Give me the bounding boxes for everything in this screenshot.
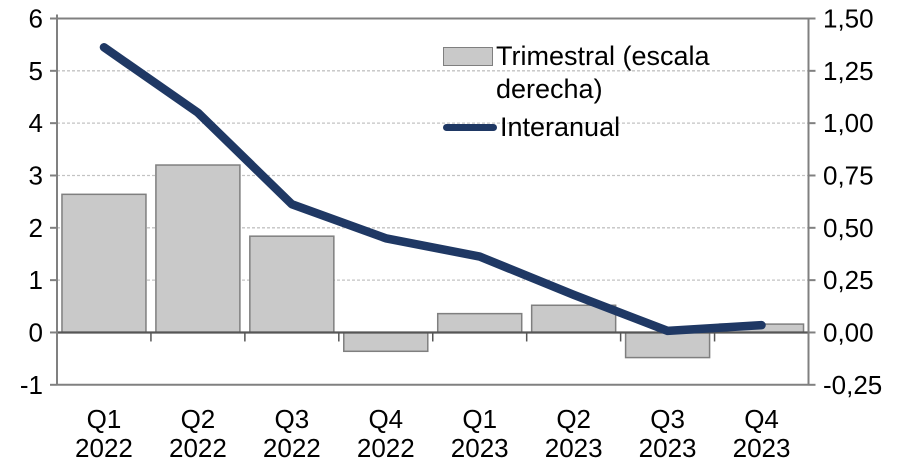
left-axis-label: -1 [20, 370, 43, 400]
x-axis-label-quarter: Q4 [368, 404, 403, 434]
left-axis-label: 2 [29, 213, 43, 243]
bar-q1-2022 [61, 193, 147, 334]
x-axis-label-quarter: Q2 [181, 404, 216, 434]
right-axis-label: 1,50 [823, 4, 874, 34]
bar-series-swatch-icon [443, 47, 493, 66]
left-axis-label: 1 [29, 265, 43, 295]
x-axis-label-year: 2023 [639, 433, 697, 463]
x-axis-label-quarter: Q1 [87, 404, 122, 434]
right-axis-label: 0,00 [823, 317, 874, 347]
bar-q1-2023 [436, 312, 523, 334]
x-axis-label-year: 2023 [733, 433, 791, 463]
bar-q2-2022 [155, 164, 241, 334]
right-axis-label: 0,75 [823, 160, 874, 190]
x-axis-label-quarter: Q3 [275, 404, 310, 434]
legend-item-trimestral: Trimestral (escala derecha) [443, 40, 763, 106]
x-axis-label-year: 2022 [357, 433, 415, 463]
interanual-line-series [99, 43, 766, 336]
left-axis-label: 0 [29, 317, 43, 347]
left-axis-label: 5 [29, 56, 43, 86]
x-axis-label-quarter: Q1 [462, 404, 497, 434]
bar-q4-2022 [343, 331, 429, 353]
right-axis-label: -0,25 [823, 370, 882, 400]
line-series-swatch-icon [443, 124, 497, 131]
legend-label-trimestral: Trimestral (escala derecha) [496, 41, 710, 104]
x-axis-label-year: 2022 [75, 433, 133, 463]
x-axis-label-quarter: Q2 [556, 404, 591, 434]
left-axis-label: 4 [29, 108, 43, 138]
legend-label-interanual: Interanual [500, 112, 621, 142]
right-axis-label: 0,25 [823, 265, 874, 295]
x-axis-label-quarter: Q3 [650, 404, 685, 434]
right-axis-label: 0,50 [823, 213, 874, 243]
x-axis-label-year: 2023 [451, 433, 509, 463]
x-axis-label-year: 2022 [169, 433, 227, 463]
right-axis-label: 1,00 [823, 108, 874, 138]
right-axis-label: 1,25 [823, 56, 874, 86]
x-axis-label-year: 2022 [263, 433, 321, 463]
chart-legend: Trimestral (escala derecha) Interanual [443, 40, 763, 144]
bar-q3-2022 [249, 235, 335, 334]
legend-item-interanual: Interanual [443, 111, 763, 144]
left-axis-label: 3 [29, 160, 43, 190]
left-axis-label: 6 [29, 4, 43, 34]
x-axis-label-quarter: Q4 [744, 404, 779, 434]
bar-q3-2023 [624, 331, 711, 359]
x-axis-label-year: 2023 [545, 433, 603, 463]
